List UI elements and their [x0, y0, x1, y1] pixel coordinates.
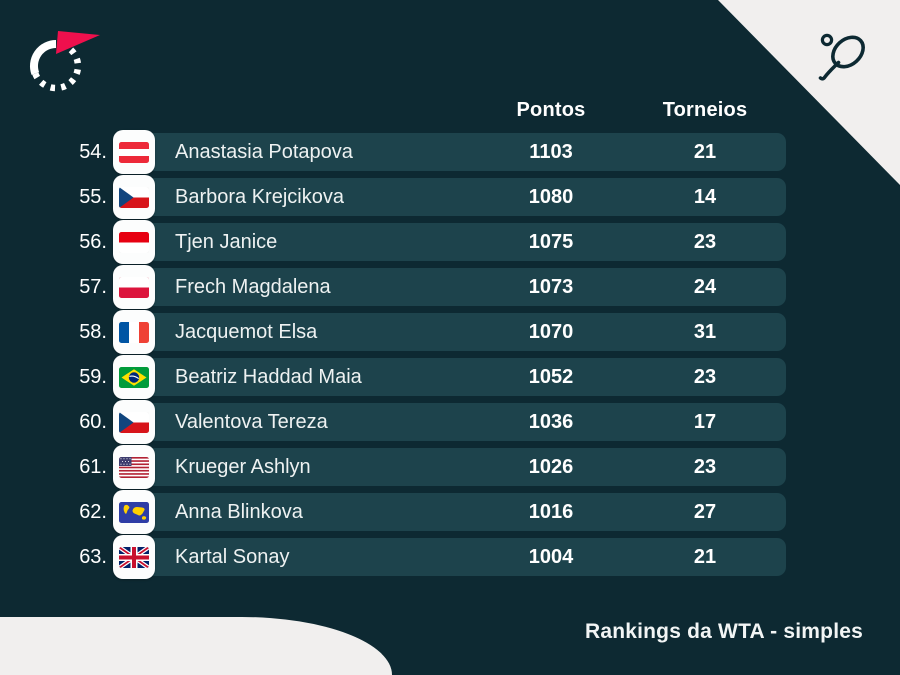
row-bar	[135, 403, 786, 441]
flag-badge	[113, 220, 155, 264]
row-bar	[135, 313, 786, 351]
flag-badge	[113, 400, 155, 444]
rank-number: 62.	[79, 501, 107, 523]
tournaments-value: 23	[693, 456, 717, 478]
points-value: 1073	[528, 276, 574, 298]
ranking-row[interactable]: 62. Anna Blinkova 1016 27	[0, 490, 900, 534]
rankings-list: 54. Anastasia Potapova 1103 21 55. Barbo…	[0, 130, 900, 583]
flag-badge	[113, 265, 155, 309]
player-name: Beatriz Haddad Maia	[175, 366, 362, 388]
points-value: 1026	[528, 456, 574, 478]
points-value: 1004	[528, 546, 574, 568]
ranking-row[interactable]: 61. Krueger Ashlyn 1026 23	[0, 445, 900, 489]
player-name: Krueger Ashlyn	[175, 456, 311, 478]
row-bar	[135, 538, 786, 576]
player-name: Kartal Sonay	[175, 546, 290, 568]
ranking-row[interactable]: 55. Barbora Krejcikova 1080 14	[0, 175, 900, 219]
tennis-racket-ball-icon	[818, 33, 865, 81]
ranking-row[interactable]: 58. Jacquemot Elsa 1070 31	[0, 310, 900, 354]
row-bar	[135, 493, 786, 531]
rank-number: 60.	[79, 411, 107, 433]
world-flag	[119, 501, 149, 523]
player-name: Barbora Krejcikova	[175, 186, 344, 208]
flag-badge	[113, 130, 155, 174]
player-name: Frech Magdalena	[175, 276, 331, 298]
tournaments-value: 17	[693, 411, 717, 433]
card-caption: Rankings da WTA - simples	[584, 620, 863, 643]
ranking-row[interactable]: 63. Kartal Sonay 1004 21	[0, 535, 900, 579]
column-header-points: Pontos	[516, 99, 586, 121]
row-bar	[135, 268, 786, 306]
points-value: 1016	[528, 501, 574, 523]
points-value: 1103	[529, 141, 573, 163]
rank-number: 63.	[79, 546, 107, 568]
ranking-row[interactable]: 59. Beatriz Haddad Maia 1052 23	[0, 355, 900, 399]
row-bar	[135, 358, 786, 396]
tournaments-value: 31	[693, 321, 717, 343]
tournaments-value: 21	[693, 141, 717, 163]
points-value: 1036	[528, 411, 574, 433]
brazil-flag	[119, 366, 149, 388]
tournaments-value: 23	[693, 366, 717, 388]
tournaments-value: 21	[693, 546, 717, 568]
tournaments-value: 24	[693, 276, 717, 298]
speed-gauge-logo-icon	[29, 31, 100, 92]
ranking-row[interactable]: 56. Tjen Janice 1075 23	[0, 220, 900, 264]
rank-number: 56.	[79, 231, 107, 253]
player-name: Tjen Janice	[175, 231, 278, 253]
rank-number: 61.	[79, 456, 107, 478]
austria-flag	[119, 141, 149, 163]
row-bar	[135, 133, 786, 171]
player-name: Jacquemot Elsa	[175, 321, 318, 343]
points-value: 1080	[528, 186, 574, 208]
player-name: Anastasia Potapova	[175, 141, 353, 163]
tournaments-value: 27	[693, 501, 717, 523]
great-britain-flag	[119, 546, 149, 568]
tournaments-value: 14	[693, 186, 717, 208]
flag-badge	[113, 310, 155, 354]
points-value: 1075	[528, 231, 574, 253]
player-name: Valentova Tereza	[175, 411, 328, 433]
tournaments-value: 23	[693, 231, 717, 253]
row-bar	[135, 223, 786, 261]
flag-badge	[113, 355, 155, 399]
ranking-row[interactable]: 54. Anastasia Potapova 1103 21	[0, 130, 900, 174]
logo-needle	[56, 31, 100, 54]
player-name: Anna Blinkova	[175, 501, 303, 523]
rank-number: 59.	[79, 366, 107, 388]
czech-republic-flag	[119, 411, 149, 433]
flag-badge	[113, 490, 155, 534]
points-value: 1052	[528, 366, 574, 388]
row-bar	[135, 448, 786, 486]
flag-badge	[113, 445, 155, 489]
rank-number: 54.	[79, 141, 107, 163]
points-value: 1070	[528, 321, 574, 343]
poland-flag	[119, 276, 149, 298]
indonesia-flag	[119, 231, 149, 253]
rank-number: 58.	[79, 321, 107, 343]
row-bar	[135, 178, 786, 216]
ranking-row[interactable]: 60. Valentova Tereza 1036 17	[0, 400, 900, 444]
flag-badge	[113, 175, 155, 219]
france-flag	[119, 321, 149, 343]
bottom-left-corner-decoration	[0, 617, 392, 675]
czech-republic-flag	[119, 186, 149, 208]
rank-number: 55.	[79, 186, 107, 208]
ranking-row[interactable]: 57. Frech Magdalena 1073 24	[0, 265, 900, 309]
rank-number: 57.	[79, 276, 107, 298]
column-header-tournaments: Torneios	[662, 99, 748, 121]
usa-flag	[119, 456, 149, 478]
flag-badge	[113, 535, 155, 579]
